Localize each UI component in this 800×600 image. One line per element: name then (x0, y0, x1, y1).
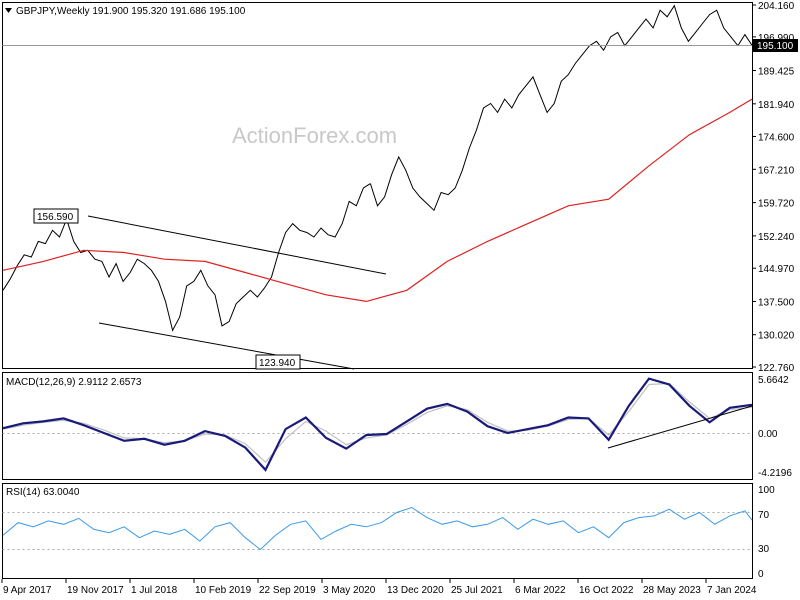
last-price-tag-text: 195.100 (757, 41, 794, 52)
macd-line (2, 377, 753, 472)
symbol-header: GBPJPY,Weekly 191.900 195.320 191.686 19… (5, 6, 246, 17)
annotation-low-box (255, 354, 301, 370)
time-tick-label: 19 Nov 2017 (67, 585, 124, 596)
time-tick-label: 22 Sep 2019 (259, 585, 316, 596)
annotation-low: 123.940 (255, 354, 301, 370)
price-tick-label: 189.425 (758, 67, 795, 78)
price-tick-label: 122.760 (758, 363, 795, 374)
price-line-segment (2, 183, 371, 332)
time-tick-label: 3 May 2020 (323, 585, 376, 596)
annotation-high-label: 156.590 (37, 212, 74, 223)
price-tick-label: 137.500 (758, 297, 795, 308)
watermark: ActionForex.com (232, 123, 397, 148)
price-tick-label: 159.720 (758, 199, 795, 210)
price-tick-label: 167.210 (758, 165, 795, 176)
rsi-y-axis: 100 70 30 0 (758, 485, 775, 580)
macd-title: MACD(12,26,9) 2.9112 2.6573 (6, 377, 142, 388)
macd-signal-line (2, 382, 753, 464)
annotation-low-label: 123.940 (259, 358, 296, 369)
macd-tick-top: 5.6642 (758, 375, 789, 386)
rsi-tick-label: 0 (758, 569, 764, 580)
price-tick-label: 152.240 (758, 232, 795, 243)
macd-trendline (607, 405, 753, 449)
chart-header-text: GBPJPY,Weekly 191.900 195.320 191.686 19… (16, 6, 246, 17)
time-tick-label: 9 Apr 2017 (3, 585, 52, 596)
time-tick-label: 13 Dec 2020 (387, 585, 444, 596)
upper-channel-line (87, 215, 387, 275)
collapse-triangle-icon (5, 8, 12, 13)
price-series (2, 4, 753, 332)
rsi-tick-label: 30 (758, 544, 770, 555)
macd-series (2, 377, 753, 472)
price-tick-label: 196.990 (758, 33, 795, 44)
rsi-tick-label: 70 (758, 510, 770, 521)
time-tick-label: 25 Jul 2021 (451, 585, 503, 596)
price-tick-label: 130.020 (758, 331, 795, 342)
time-tick-label: 7 Jan 2024 (707, 585, 757, 596)
price-tick-label: 204.160 (758, 1, 795, 12)
lower-channel-line (98, 322, 355, 370)
rsi-tick-label: 100 (758, 485, 775, 496)
time-tick-label: 10 Feb 2019 (195, 585, 252, 596)
time-tick-label: 16 Oct 2022 (579, 585, 634, 596)
last-price-tag-bg (753, 39, 798, 52)
price-tick-label: 174.600 (758, 132, 795, 143)
annotation-high: 156.590 (33, 208, 79, 224)
price-tick-label: 144.970 (758, 264, 795, 275)
rsi-title: RSI(14) 63.0040 (6, 487, 80, 498)
time-axis: 9 Apr 2017 19 Nov 2017 1 Jul 2018 10 Feb 20… (1, 579, 757, 596)
price-panel-frame (2, 2, 753, 369)
price-y-axis: 204.160 196.990 189.425 181.940 174.600 167.2… (752, 1, 795, 374)
macd-panel-frame (2, 372, 753, 480)
time-tick-label: 28 May 2023 (643, 585, 701, 596)
annotation-high-box (33, 208, 79, 224)
price-line-segment (369, 4, 753, 212)
moving-average-line (2, 98, 753, 303)
time-tick-label: 1 Jul 2018 (131, 585, 178, 596)
last-price-tag: 195.100 (753, 39, 798, 52)
rsi-line (2, 506, 753, 551)
rsi-panel-frame (2, 483, 753, 579)
trendlines (87, 215, 387, 370)
time-tick-label: 6 Mar 2022 (515, 585, 566, 596)
macd-tick-zero: 0.00 (758, 429, 778, 440)
rsi-series (2, 506, 753, 551)
price-tick-label: 181.940 (758, 100, 795, 111)
macd-tick-bottom: -4.2196 (758, 468, 792, 479)
